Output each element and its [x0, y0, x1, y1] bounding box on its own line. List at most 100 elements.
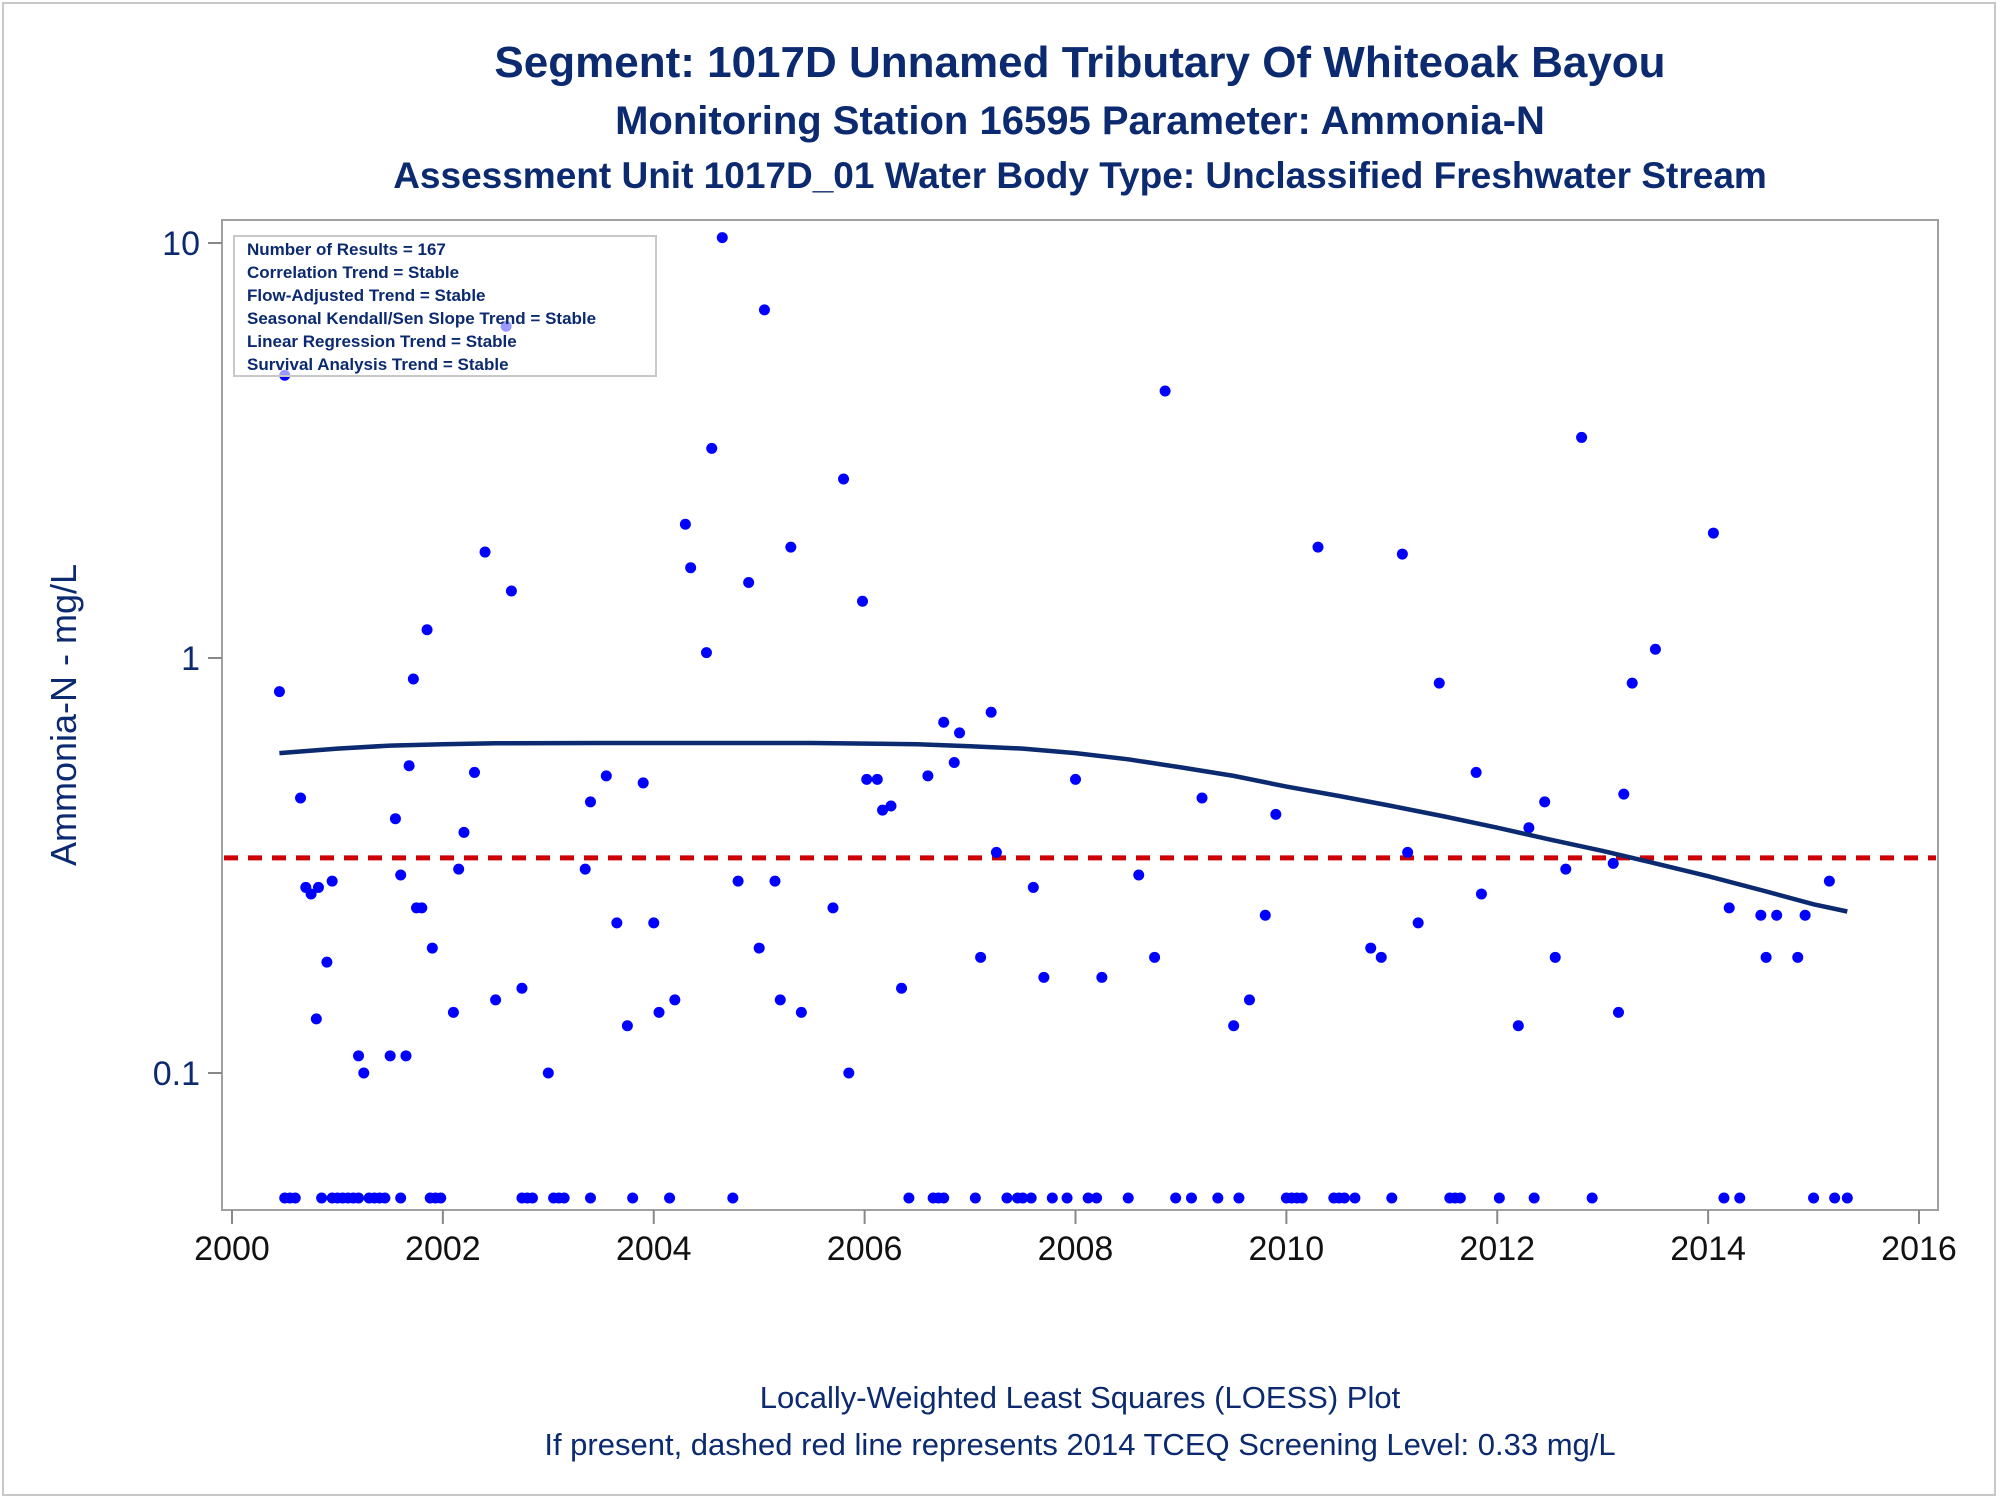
nondetect-point	[1046, 1192, 1058, 1204]
data-point	[621, 1020, 633, 1032]
data-point	[785, 541, 797, 553]
nondetect-point	[1122, 1192, 1134, 1204]
footnote-screening: If present, dashed red line represents 2…	[544, 1427, 1616, 1462]
data-point	[1723, 902, 1735, 914]
nondetect-point	[526, 1192, 538, 1204]
data-point	[716, 232, 728, 244]
data-point	[838, 473, 850, 485]
data-point	[1792, 951, 1804, 963]
data-point	[358, 1067, 370, 1079]
footnote-loess: Locally-Weighted Least Squares (LOESS) P…	[759, 1380, 1401, 1415]
nondetect-point	[1841, 1192, 1853, 1204]
data-point	[795, 1006, 807, 1018]
data-point	[1312, 541, 1324, 553]
x-tick-label: 2002	[405, 1230, 481, 1268]
data-point	[403, 760, 415, 772]
data-point	[1365, 942, 1377, 954]
data-point	[1618, 788, 1630, 800]
data-point	[542, 1067, 554, 1079]
data-point	[1470, 766, 1482, 778]
data-point	[706, 442, 718, 454]
data-point	[885, 800, 897, 812]
nondetect-point	[1017, 1192, 1029, 1204]
data-point	[516, 982, 528, 994]
nondetect-point	[1734, 1192, 1746, 1204]
data-point	[732, 875, 744, 887]
data-point	[1576, 431, 1588, 443]
nondetect-point	[1586, 1192, 1598, 1204]
data-point	[669, 994, 681, 1006]
data-point	[774, 994, 786, 1006]
data-point	[679, 518, 691, 530]
nondetect-point	[1233, 1192, 1245, 1204]
nondetect-point	[1296, 1192, 1308, 1204]
trend-stats-box: Number of Results = 167 Correlation Trend…	[233, 235, 657, 377]
y-tick-label: 1	[181, 640, 200, 678]
data-point	[700, 647, 712, 659]
data-point	[273, 686, 285, 698]
data-point	[743, 577, 755, 589]
x-tick-label: 2004	[616, 1230, 692, 1268]
stats-line: Flow-Adjusted Trend = Stable	[247, 286, 486, 305]
data-point	[1613, 1006, 1625, 1018]
nondetect-point	[1829, 1192, 1841, 1204]
data-point	[305, 888, 317, 900]
data-point	[827, 902, 839, 914]
chart-marks	[224, 232, 1936, 1204]
data-point	[1243, 994, 1255, 1006]
data-point	[490, 994, 502, 1006]
nondetect-point	[1212, 1192, 1224, 1204]
data-point	[407, 673, 419, 685]
nondetect-point	[1091, 1192, 1103, 1204]
data-point	[505, 585, 517, 597]
data-point	[1228, 1020, 1240, 1032]
data-point	[1512, 1020, 1524, 1032]
nondetect-point	[1001, 1192, 1013, 1204]
data-point	[421, 624, 433, 636]
nondetect-point	[1349, 1192, 1361, 1204]
nondetect-point	[1338, 1192, 1350, 1204]
data-point	[1096, 971, 1108, 983]
data-point	[1626, 677, 1638, 689]
y-tick-label: 10	[162, 225, 200, 263]
data-point	[1375, 951, 1387, 963]
nondetect-point	[1025, 1192, 1037, 1204]
nondetect-point	[1185, 1192, 1197, 1204]
nondetect-point	[379, 1192, 391, 1204]
data-point	[1539, 796, 1551, 808]
stats-line: Linear Regression Trend = Stable	[247, 332, 517, 351]
data-point	[871, 773, 883, 785]
data-point	[843, 1067, 855, 1079]
data-point	[648, 917, 660, 929]
data-point	[1159, 385, 1171, 397]
data-point	[637, 777, 649, 789]
data-point	[857, 595, 869, 607]
data-point	[416, 902, 428, 914]
data-point	[948, 757, 960, 769]
nondetect-point	[903, 1192, 915, 1204]
data-point	[1771, 909, 1783, 921]
x-tick-label: 2010	[1249, 1230, 1325, 1268]
nondetect-point	[558, 1192, 570, 1204]
data-point	[1755, 909, 1767, 921]
data-point	[353, 1050, 365, 1062]
nondetect-point	[1061, 1192, 1073, 1204]
axes: 2000 2002 2004 2006 2008 2010 2012 2014 2016 0.1 1…	[153, 225, 1957, 1268]
data-point	[1707, 527, 1719, 539]
nondetect-point	[1454, 1192, 1466, 1204]
data-point	[400, 1050, 412, 1062]
data-point	[1823, 875, 1835, 887]
nondetect-point	[435, 1192, 447, 1204]
data-point	[1259, 909, 1271, 921]
data-point	[753, 942, 765, 954]
nondetect-point	[1808, 1192, 1820, 1204]
data-point	[1799, 909, 1811, 921]
nondetect-point	[969, 1192, 981, 1204]
nondetect-point	[1386, 1192, 1398, 1204]
data-point	[295, 792, 307, 804]
x-tick-label: 2016	[1881, 1230, 1957, 1268]
nondetect-point	[1718, 1192, 1730, 1204]
data-point	[685, 562, 697, 574]
